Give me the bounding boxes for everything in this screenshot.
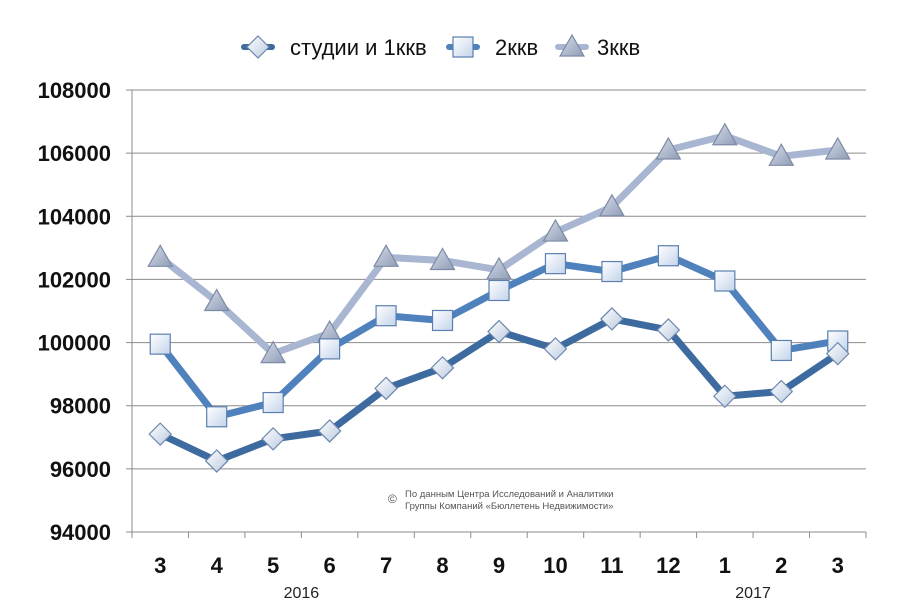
data-point (542, 218, 569, 242)
data-point (655, 136, 682, 160)
data-point (149, 333, 171, 355)
data-point (317, 419, 342, 443)
data-point (825, 341, 850, 366)
data-point (430, 355, 455, 380)
y-tick-label: 106000 (38, 141, 111, 166)
data-point (543, 337, 568, 361)
data-point (544, 253, 567, 275)
series-layer (147, 122, 851, 473)
watermark: © По данным Центра Исследований и Аналит… (388, 489, 613, 512)
data-point (319, 338, 341, 360)
data-point (601, 260, 623, 283)
y-tick-label: 104000 (38, 204, 111, 229)
data-point (711, 122, 738, 146)
data-point (768, 143, 795, 166)
x-tick-label: 3 (154, 553, 166, 578)
legend-item: студии и 1ккв (241, 35, 427, 60)
data-point (147, 244, 174, 267)
data-point (261, 427, 286, 451)
legend-item: 2ккв (446, 35, 538, 60)
data-point (714, 270, 736, 292)
data-point (374, 376, 398, 401)
data-point (824, 136, 851, 160)
series-1 (149, 245, 849, 428)
x-tick-label: 8 (436, 553, 448, 578)
x-tick-label: 9 (493, 553, 505, 578)
y-tick-label: 102000 (38, 267, 111, 292)
y-tick-label: 100000 (38, 331, 111, 356)
data-point (203, 288, 230, 312)
legend-label: 3ккв (597, 35, 640, 60)
legend-marker (558, 33, 586, 57)
data-point (204, 449, 229, 473)
x-tick-label: 4 (211, 553, 224, 578)
y-axis: 94000 96000 98000 100000 102000 104000 106000 1… (38, 78, 133, 545)
x-tick-label: 7 (380, 553, 392, 578)
legend: студии и 1ккв 2ккв 3ккв (241, 33, 640, 60)
data-point (206, 406, 228, 428)
x-tick-label: 12 (656, 553, 680, 578)
data-point (656, 318, 681, 342)
data-point (598, 193, 625, 217)
data-point (260, 340, 287, 364)
x-tick-label: 1 (719, 553, 731, 578)
data-point (485, 256, 513, 280)
legend-item: 3ккв (555, 33, 640, 60)
series-0 (148, 307, 850, 473)
data-point (488, 279, 510, 302)
legend-marker (452, 36, 474, 58)
y-tick-label: 98000 (50, 394, 111, 419)
x-tick-label: 2 (775, 553, 787, 578)
watermark-line-1: По данным Центра Исследований и Аналитик… (405, 489, 613, 500)
x-tick-label: 5 (267, 553, 279, 578)
data-point (431, 309, 454, 332)
data-point (148, 422, 173, 446)
x-tick-label: 11 (600, 553, 623, 578)
x-tick-label: 6 (323, 553, 335, 578)
data-point (770, 339, 792, 362)
y-tick-label: 94000 (50, 520, 111, 545)
y-tick-label: 108000 (38, 78, 111, 103)
year-label: 2016 (284, 585, 320, 602)
data-point (600, 307, 624, 331)
legend-marker (246, 35, 270, 59)
data-point (373, 244, 400, 267)
data-point (429, 247, 456, 271)
data-point (657, 245, 679, 267)
watermark-symbol: © (388, 492, 397, 506)
x-tick-label: 10 (543, 553, 567, 578)
data-point (262, 391, 284, 414)
legend-label: студии и 1ккв (290, 35, 427, 60)
data-point (487, 319, 511, 344)
x-tick-label: 3 (832, 553, 844, 578)
data-point (769, 379, 794, 404)
series-2 (147, 122, 851, 364)
data-point (375, 305, 397, 327)
data-point (712, 384, 737, 409)
legend-label: 2ккв (495, 35, 538, 60)
year-label: 2017 (735, 585, 771, 602)
watermark-line-2: Группы Компаний «Бюллетень Недвижимости» (405, 501, 613, 512)
y-tick-label: 96000 (50, 457, 111, 482)
